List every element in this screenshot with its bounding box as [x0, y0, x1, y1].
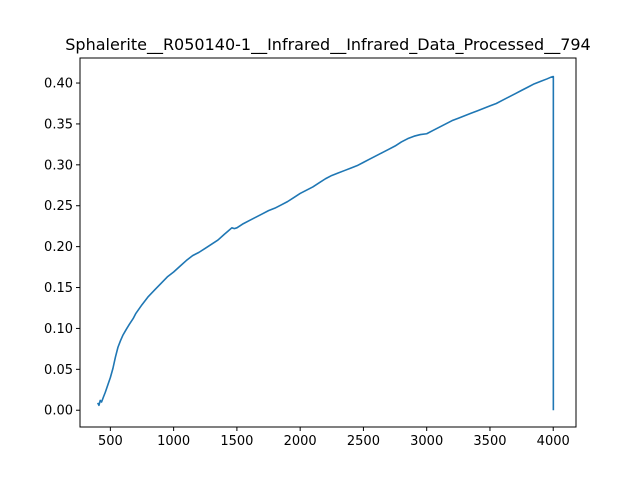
plot-area: 500 1000 1500 2000 2500 3000 3500 4000 0.00 0.05… [44, 57, 577, 449]
x-axis: 500 1000 1500 2000 2500 3000 3500 4000 [98, 427, 570, 449]
chart-title: Sphalerite__R050140-1__Infrared__Infrare… [65, 35, 590, 55]
y-tick-label: 0.00 [44, 404, 73, 419]
y-tick-label: 0.30 [44, 158, 73, 173]
y-axis: 0.00 0.05 0.10 0.15 0.20 0.25 0.30 0.35 0.40 [44, 77, 80, 419]
series-line-0 [96, 75, 555, 411]
series-layer [96, 75, 555, 411]
x-tick-label: 4000 [537, 434, 570, 449]
x-tick-label: 2500 [347, 434, 380, 449]
axes-frame [79, 57, 577, 428]
x-tick-label: 3500 [473, 434, 506, 449]
x-tick-label: 500 [98, 434, 123, 449]
y-tick-label: 0.20 [44, 240, 73, 255]
y-tick-label: 0.15 [44, 281, 73, 296]
y-tick-label: 0.25 [44, 199, 73, 214]
y-tick-label: 0.35 [44, 117, 73, 132]
y-tick-label: 0.05 [44, 363, 73, 378]
y-tick-label: 0.10 [44, 322, 73, 337]
y-tick-label: 0.40 [44, 77, 73, 92]
x-tick-label: 3000 [410, 434, 443, 449]
x-tick-label: 2000 [284, 434, 317, 449]
x-tick-label: 1000 [157, 434, 190, 449]
x-tick-label: 1500 [220, 434, 253, 449]
